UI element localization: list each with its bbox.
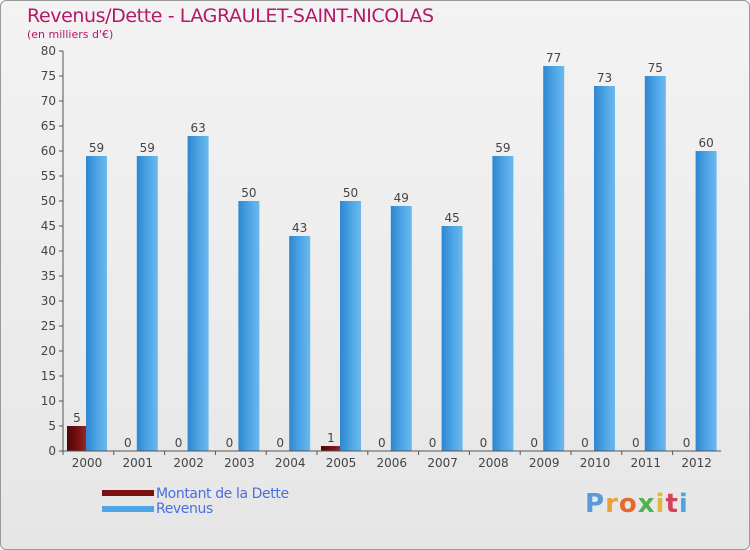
x-tick-label: 2004 xyxy=(275,456,306,470)
chart-subtitle: (en milliers d'€) xyxy=(27,28,114,41)
logo-letter: t xyxy=(665,489,679,519)
x-tick-label: 2011 xyxy=(631,456,662,470)
debt-bar xyxy=(321,446,341,451)
logo-letter: i xyxy=(678,489,689,519)
y-tick-label: 80 xyxy=(41,44,56,58)
bars: 5 59 0 59 0 63 0 50 0 43 1 50 0 49 0 45 0 59 0 77 0 73 0 75 0 60 xyxy=(67,51,717,451)
debt-value-label: 0 xyxy=(530,436,538,450)
legend-label-debt: Montant de la Dette xyxy=(156,486,289,502)
x-tick-label: 2007 xyxy=(427,456,458,470)
y-tick-label: 25 xyxy=(41,319,56,333)
y-tick-label: 20 xyxy=(41,344,56,358)
logo-letter: o xyxy=(618,489,638,519)
x-tick-label: 2009 xyxy=(529,456,560,470)
logo-letter: i xyxy=(655,489,666,519)
y-tick-label: 60 xyxy=(41,144,56,158)
debt-value-label: 0 xyxy=(683,436,691,450)
revenue-bar xyxy=(644,76,666,451)
revenue-bar xyxy=(695,151,717,451)
revenue-bar xyxy=(543,66,565,451)
logo-letter: r xyxy=(605,489,619,519)
x-tick-label: 2010 xyxy=(580,456,611,470)
revenue-value-label: 75 xyxy=(648,61,663,75)
revenue-value-label: 50 xyxy=(343,186,358,200)
revenue-bar xyxy=(136,156,158,451)
legend-swatch-revenue xyxy=(102,506,154,512)
debt-value-label: 5 xyxy=(73,411,81,425)
debt-value-label: 0 xyxy=(581,436,589,450)
y-axis: 0 5 10 15 20 25 30 35 40 45 50 55 60 65 70 75 80 xyxy=(41,44,64,458)
x-tick-label: 2012 xyxy=(681,456,712,470)
legend-swatch-debt xyxy=(102,490,154,496)
revenue-bar xyxy=(86,156,107,451)
revenue-value-label: 50 xyxy=(241,186,256,200)
x-tick-label: 2001 xyxy=(123,456,154,470)
revenue-value-label: 63 xyxy=(190,121,205,135)
debt-value-label: 0 xyxy=(632,436,640,450)
revenue-bar xyxy=(492,156,514,451)
debt-value-label: 1 xyxy=(327,431,335,445)
revenue-bar xyxy=(594,86,615,451)
y-tick-label: 10 xyxy=(41,394,56,408)
revenue-value-label: 45 xyxy=(444,211,459,225)
x-tick-label: 2006 xyxy=(377,456,408,470)
revenue-bar xyxy=(340,201,361,451)
chart-title: Revenus/Dette - LAGRAULET-SAINT-NICOLAS xyxy=(27,5,434,27)
y-tick-label: 75 xyxy=(41,69,56,83)
debt-value-label: 0 xyxy=(226,436,234,450)
revenue-value-label: 77 xyxy=(546,51,561,65)
revenue-bar xyxy=(441,226,463,451)
x-tick-label: 2000 xyxy=(72,456,103,470)
revenue-value-label: 60 xyxy=(698,136,713,150)
x-tick-label: 2003 xyxy=(224,456,255,470)
logo-letter: x xyxy=(637,489,656,519)
revenue-value-label: 49 xyxy=(394,191,409,205)
y-tick-label: 45 xyxy=(41,219,56,233)
revenue-value-label: 59 xyxy=(140,141,155,155)
y-tick-label: 0 xyxy=(48,444,56,458)
y-tick-label: 40 xyxy=(41,244,56,258)
x-tick-label: 2002 xyxy=(173,456,204,470)
debt-value-label: 0 xyxy=(429,436,437,450)
y-tick-label: 55 xyxy=(41,169,56,183)
x-tick-label: 2005 xyxy=(326,456,357,470)
revenue-value-label: 59 xyxy=(495,141,510,155)
revenue-bar xyxy=(238,201,260,451)
debt-value-label: 0 xyxy=(378,436,386,450)
debt-bar xyxy=(67,426,87,451)
y-tick-label: 5 xyxy=(48,419,56,433)
y-tick-label: 65 xyxy=(41,119,56,133)
revenue-value-label: 73 xyxy=(597,71,612,85)
x-axis: 2000 2001 2002 2003 2004 2005 2006 2007 2008 2009… xyxy=(62,450,721,470)
debt-value-label: 0 xyxy=(276,436,284,450)
y-tick-label: 50 xyxy=(41,194,56,208)
revenue-bar xyxy=(390,206,412,451)
proxiti-logo: Proxiti xyxy=(585,489,689,519)
y-tick-label: 35 xyxy=(41,269,56,283)
debt-value-label: 0 xyxy=(124,436,132,450)
logo-letter: P xyxy=(585,489,606,519)
x-tick-label: 2008 xyxy=(478,456,509,470)
y-tick-label: 15 xyxy=(41,369,56,383)
y-tick-label: 30 xyxy=(41,294,56,308)
legend-label-revenue: Revenus xyxy=(156,501,213,517)
revenue-bar xyxy=(187,136,209,451)
revenue-bar xyxy=(289,236,311,451)
debt-value-label: 0 xyxy=(175,436,183,450)
debt-value-label: 0 xyxy=(480,436,488,450)
revenue-value-label: 43 xyxy=(292,221,307,235)
revenue-value-label: 59 xyxy=(89,141,104,155)
y-tick-label: 70 xyxy=(41,94,56,108)
